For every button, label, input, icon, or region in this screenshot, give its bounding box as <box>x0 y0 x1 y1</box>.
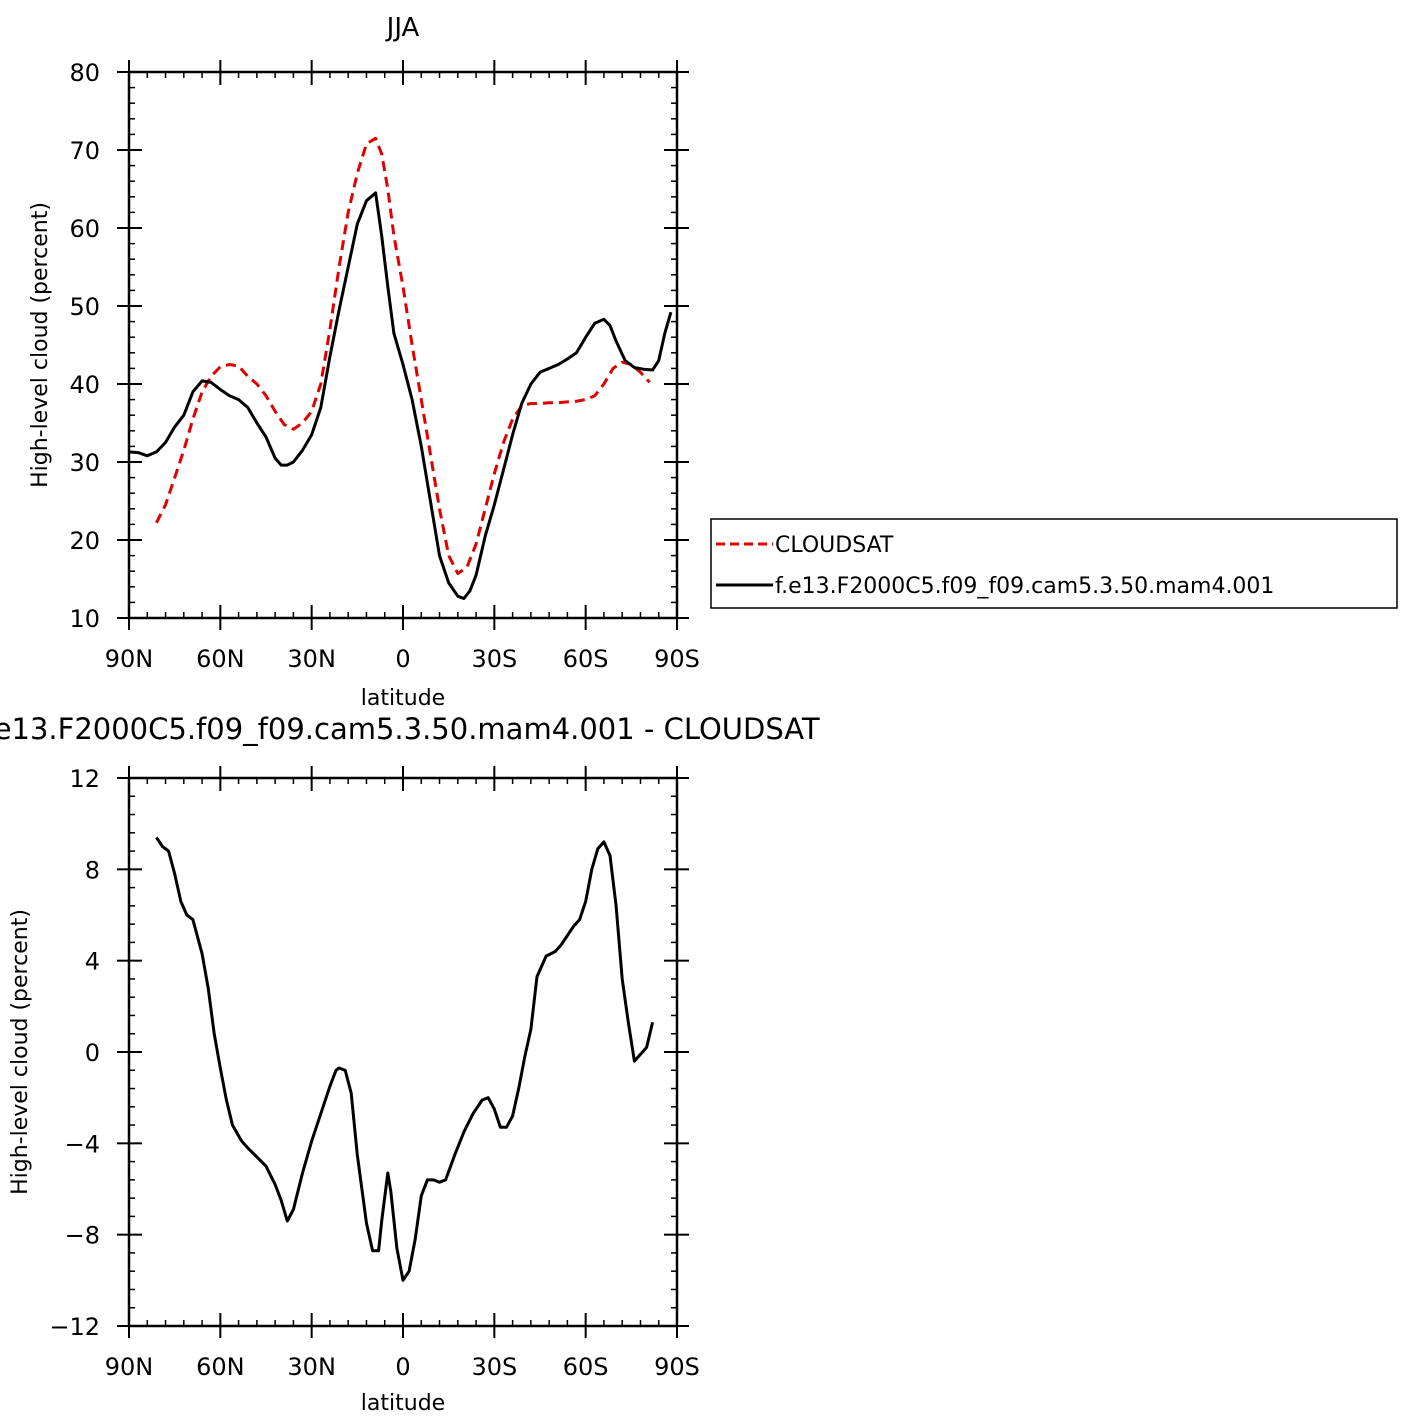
top-series-line-1 <box>128 191 673 600</box>
bottom-x-axis-label: latitude <box>361 1391 445 1416</box>
top-y-tick-label: 30 <box>69 449 100 477</box>
top-series-line-0 <box>155 136 651 575</box>
bottom-y-tick-label: −4 <box>65 1130 100 1158</box>
top-y-tick-label: 50 <box>69 293 100 321</box>
top-y-tick-label: 20 <box>69 527 100 555</box>
bottom-x-tick-label: 60N <box>196 1353 245 1381</box>
bottom-x-tick-label: 0 <box>395 1353 410 1381</box>
top-chart-title: JJA <box>385 13 420 43</box>
bottom-y-axis-label: High-level cloud (percent) <box>8 909 33 1195</box>
bottom-plot-area: 90N 60N 30N 0 30S 60S 90S −12 −8 −4 0 4 8 12 <box>49 765 700 1381</box>
bottom-y-tick-label: 0 <box>85 1039 100 1067</box>
bottom-x-tick-label: 30S <box>471 1353 517 1381</box>
top-plot-frame <box>127 70 679 620</box>
bottom-y-tick-label: −8 <box>65 1222 100 1250</box>
top-x-tick-label: 60S <box>563 645 609 673</box>
top-y-tick-label: 80 <box>69 59 100 87</box>
top-panel: JJA 90N 60N 30N 0 30S 60S 90S1020304050607080 … <box>28 13 1398 711</box>
top-plot-area: 90N 60N 30N 0 30S 60S 90S 10 20 30 40 50 60 70 80 <box>69 59 699 673</box>
top-x-tick-label: 90N <box>105 645 154 673</box>
bottom-plot-frame <box>127 776 679 1328</box>
bottom-x-tick-label: 90N <box>105 1353 154 1381</box>
top-y-tick-label: 70 <box>69 137 100 165</box>
top-legend: CLOUDSAT f.e13.F2000C5.f09_f09.cam5.3.50… <box>710 518 1398 609</box>
top-y-tick-label: 10 <box>69 605 100 633</box>
top-x-tick-label: 30S <box>471 645 517 673</box>
legend-box <box>710 518 1398 609</box>
top-y-axis-label: High-level cloud (percent) <box>28 202 53 488</box>
bottom-x-tick-label: 90S <box>654 1353 700 1381</box>
top-y-tick-label: 40 <box>69 371 100 399</box>
bottom-y-tick-label: 12 <box>69 765 100 793</box>
bottom-x-tick-label: 60S <box>563 1353 609 1381</box>
top-x-axis-label: latitude <box>361 686 445 711</box>
top-x-tick-label: 0 <box>395 645 410 673</box>
bottom-panel: f.e13.F2000C5.f09_f09.cam5.3.50.mam4.001… <box>0 712 820 1416</box>
legend-label-cloudsat: CLOUDSAT <box>775 533 894 558</box>
bottom-x-tick-label: 30N <box>287 1353 336 1381</box>
legend-label-model: f.e13.F2000C5.f09_f09.cam5.3.50.mam4.001 <box>775 574 1274 599</box>
bottom-y-tick-label: 8 <box>85 856 100 884</box>
bottom-series-line-0 <box>155 836 655 1282</box>
top-y-tick-label: 60 <box>69 215 100 243</box>
top-x-tick-label: 90S <box>654 645 700 673</box>
bottom-y-tick-label: −12 <box>49 1313 100 1341</box>
bottom-chart-title: f.e13.F2000C5.f09_f09.cam5.3.50.mam4.001… <box>0 712 820 746</box>
top-x-tick-label: 60N <box>196 645 245 673</box>
bottom-y-tick-label: 4 <box>85 948 100 976</box>
top-x-tick-label: 30N <box>287 645 336 673</box>
